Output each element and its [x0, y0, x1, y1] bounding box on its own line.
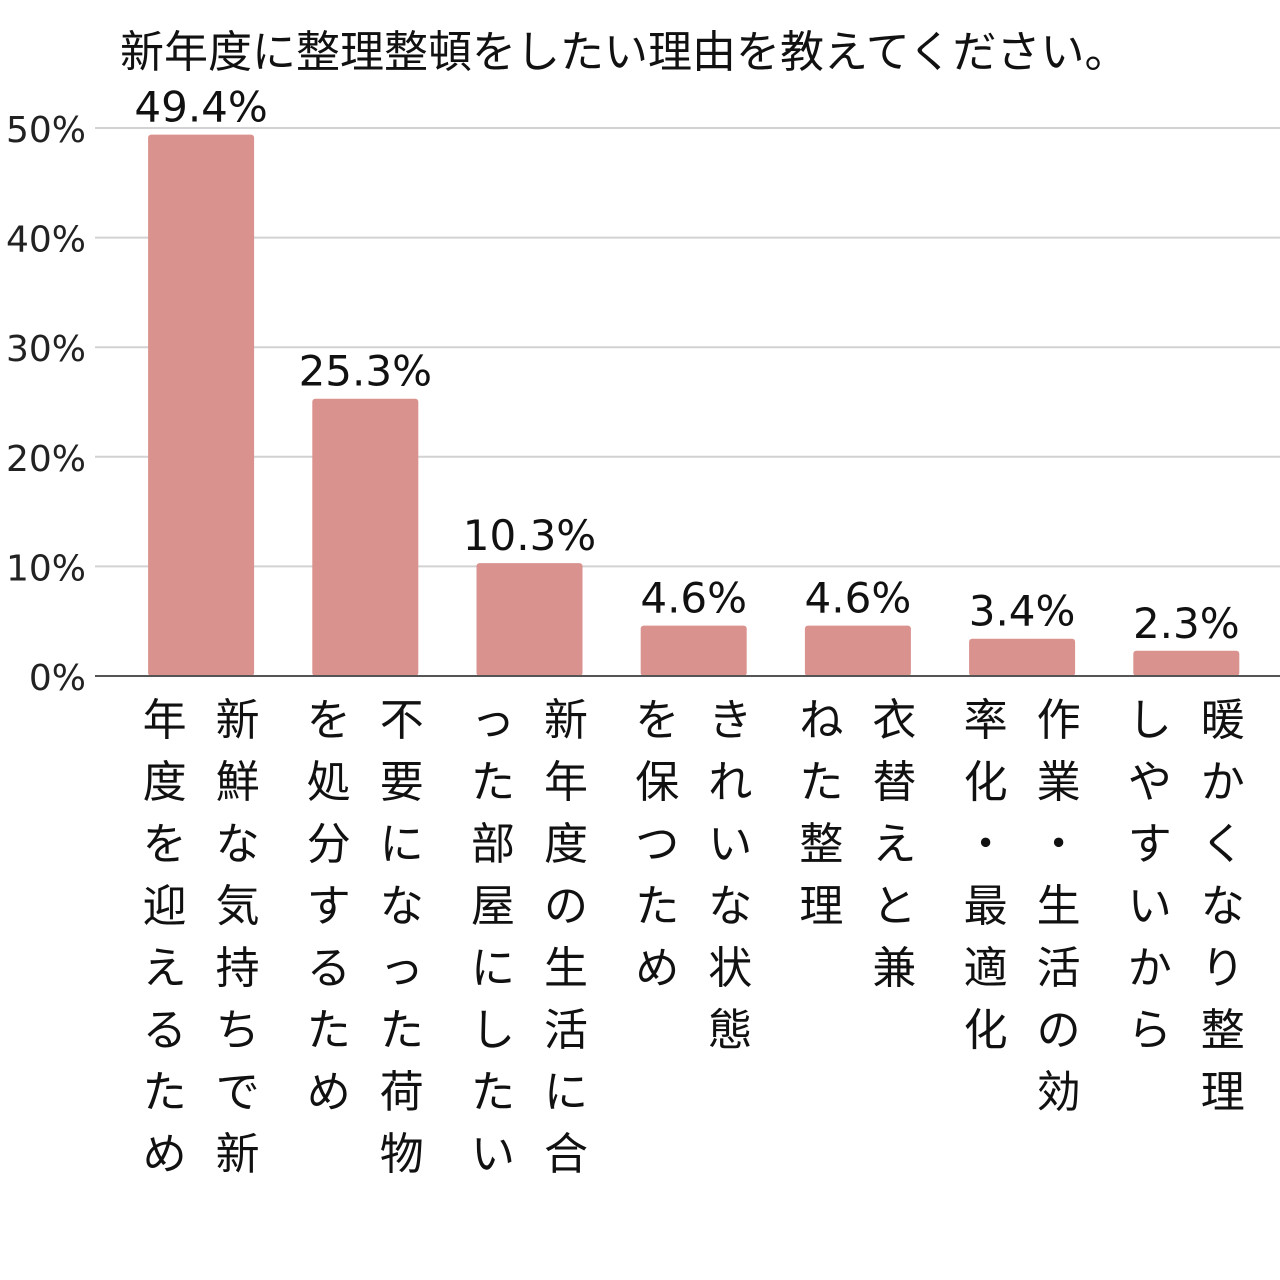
- y-tick-label: 10%: [6, 548, 86, 589]
- x-category-label: きれいな状態を保つため: [635, 695, 752, 1056]
- x-category-label: 新年度の生活に合った部屋にしたい: [471, 695, 588, 1180]
- y-axis-ticks: 0% 10% 20% 30% 40% 50%: [6, 110, 86, 699]
- bar: [312, 398, 419, 676]
- x-category-label: 不要になった荷物を処分するため: [307, 695, 424, 1180]
- data-label: 2.3%: [1133, 599, 1240, 648]
- bar: [969, 638, 1076, 676]
- y-tick-label: 50%: [6, 110, 86, 151]
- data-labels: 49.4% 25.3% 10.3% 4.6% 4.6% 3.4% 2.3%: [134, 83, 1239, 648]
- x-category-label: 作業・生活の効率化・最適化: [964, 695, 1081, 1118]
- x-category-label: 衣替えと兼ねた整理: [799, 695, 916, 994]
- y-tick-label: 0%: [29, 658, 86, 699]
- data-label: 25.3%: [299, 347, 432, 396]
- data-label: 4.6%: [805, 574, 912, 623]
- data-label: 4.6%: [640, 574, 747, 623]
- bars: [148, 134, 1240, 677]
- data-label: 49.4%: [134, 83, 267, 132]
- gridlines: [95, 127, 1280, 568]
- bar: [640, 625, 747, 676]
- chart-title: 新年度に整理整頓をしたい理由を教えてください。: [120, 27, 1129, 78]
- y-tick-label: 30%: [6, 329, 86, 370]
- x-axis-categories: 新鮮な気持ちで新年度を迎えるため不要になった荷物を処分するため新年度の生活に合っ…: [143, 695, 1245, 1180]
- bar: [148, 134, 255, 677]
- data-label: 3.4%: [969, 587, 1076, 636]
- y-tick-label: 20%: [6, 439, 86, 480]
- bar: [476, 563, 583, 676]
- y-tick-label: 40%: [6, 220, 86, 261]
- x-category-label: 暖かくなり整理しやすいから: [1128, 695, 1245, 1118]
- bar: [1133, 650, 1240, 676]
- x-category-label: 新鮮な気持ちで新年度を迎えるため: [143, 695, 260, 1180]
- bar: [804, 625, 911, 676]
- data-label: 10.3%: [463, 511, 596, 560]
